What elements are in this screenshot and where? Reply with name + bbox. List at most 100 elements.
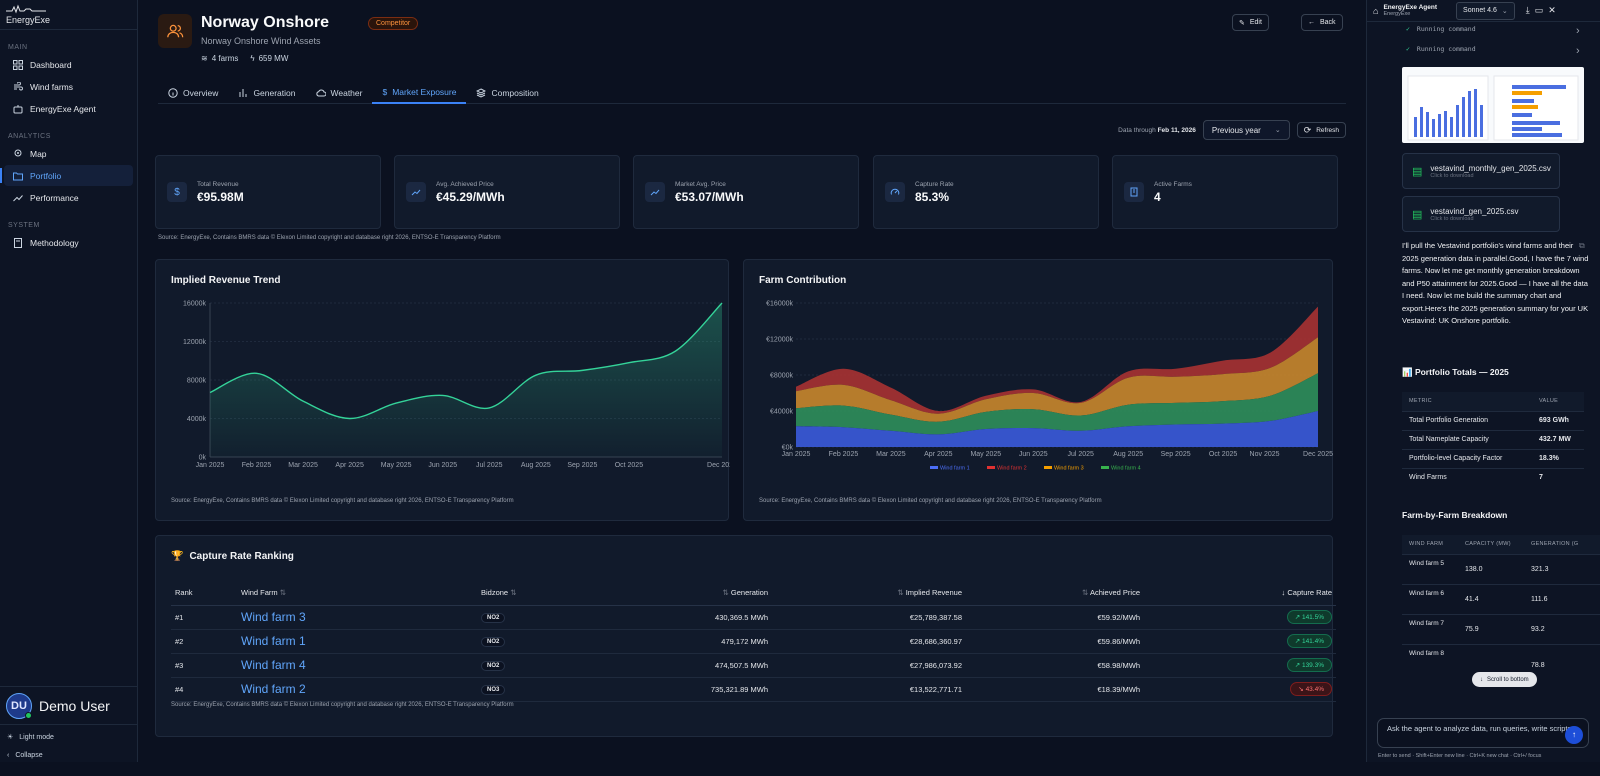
series-area-wind-farm-3[interactable] [796, 337, 1318, 422]
col-generation[interactable]: ⇅ Generation [611, 581, 768, 606]
series-area-wind-farm-1[interactable] [796, 411, 1318, 447]
x-tick-label: Jul 2025 [476, 462, 503, 469]
capacity-cell: 75.9 [1458, 613, 1524, 644]
trend-up-icon: ↗ [1294, 662, 1301, 669]
wind-farm-link[interactable]: Wind farm 4 [241, 658, 306, 672]
tab-composition[interactable]: Composition [466, 82, 548, 104]
capture-rate-ranking-card: 🏆 Capture Rate Ranking Rank Wind Farm ⇅ B… [155, 535, 1336, 737]
ranking-title-text: Capture Rate Ranking [189, 551, 294, 562]
x-tick-label: Jul 2025 [1067, 451, 1094, 458]
agent-chat-input[interactable]: Ask the agent to analyze data, run queri… [1377, 718, 1589, 748]
agent-message: I'll pull the Vestavind portfolio's wind… [1402, 241, 1589, 325]
file-spreadsheet-icon: ▤ [1412, 208, 1423, 221]
data-through: Data through Feb 11, 2026 [1118, 127, 1196, 134]
y-tick-label: €8000k [770, 373, 793, 380]
achieved-price-cell: €59.86/MWh [962, 629, 1140, 654]
file-subtitle: Click to download [1430, 172, 1474, 179]
legend-label[interactable]: Wind farm 1 [940, 466, 970, 472]
col-wind-farm: WIND FARM [1402, 535, 1458, 554]
command-status: ✓ Running command [1406, 45, 1476, 53]
legend-label[interactable]: Wind farm 4 [1111, 466, 1141, 472]
send-button[interactable]: ↑ [1565, 726, 1583, 744]
light-mode-toggle[interactable]: ☀ Light mode [0, 728, 138, 746]
chevron-left-icon: ‹ [7, 751, 10, 759]
edit-button[interactable]: ✎ Edit [1232, 14, 1269, 31]
tab-overview[interactable]: Overview [158, 82, 228, 104]
kpi-avg-achieved-price: Avg. Achieved Price €45.29/MWh [394, 155, 620, 229]
legend-label[interactable]: Wind farm 2 [997, 466, 1027, 472]
sidebar-item-map[interactable]: Map [4, 143, 133, 164]
app-logo[interactable]: EnergyExe [0, 0, 137, 30]
refresh-button[interactable]: ⟳ Refresh [1296, 122, 1346, 138]
x-tick-label: Oct 2025 [1209, 451, 1238, 458]
chat-history-icon[interactable]: ▭ [1534, 5, 1544, 15]
collapse-button[interactable]: ‹ Collapse [0, 746, 138, 764]
table-row[interactable]: #4 Wind farm 2 NO3 735,321.89 MWh €13,522,77… [171, 677, 1336, 702]
bidzone-cell: NO2 [481, 605, 611, 630]
file-name: vestavind_gen_2025.csv [1430, 206, 1519, 216]
sidebar-item-dashboard[interactable]: Dashboard [4, 54, 133, 75]
tab-generation[interactable]: Generation [228, 82, 305, 104]
building-icon [1124, 182, 1144, 202]
chevron-right-icon[interactable]: › [1576, 25, 1580, 37]
farm-cell: Wind farm 7 [1402, 613, 1458, 644]
user-profile[interactable]: DU Demo User [0, 686, 138, 724]
table-row[interactable]: #1 Wind farm 3 NO2 430,369.5 MWh €25,789,387… [171, 605, 1336, 630]
kpi-label: Market Avg. Price [675, 180, 726, 188]
tab-bar: Overview Generation Weather $ Market Expo… [158, 82, 1346, 104]
download-icon[interactable]: ⤓ [1525, 5, 1530, 15]
back-button[interactable]: ← Back [1301, 14, 1343, 31]
wind-farm-link[interactable]: Wind farm 1 [241, 634, 306, 648]
col-implied-revenue[interactable]: ⇅ Implied Revenue [768, 581, 962, 606]
col-bidzone[interactable]: Bidzone ⇅ [481, 581, 611, 606]
period-select[interactable]: Previous year ⌄ [1202, 120, 1290, 140]
bidzone-badge: NO2 [481, 660, 506, 671]
col-achieved-price[interactable]: ⇅ Achieved Price [962, 581, 1140, 606]
x-tick-label: May 2025 [970, 451, 1001, 458]
capture-rate-badge: ↗ 139.3% [1286, 658, 1332, 672]
col-capture-rate[interactable]: ↓ Capture Rate [1140, 581, 1336, 606]
wind-farm-cell: Wind farm 3 [241, 605, 481, 630]
sidebar-item-agent[interactable]: EnergyExe Agent [4, 98, 133, 119]
info-icon [168, 88, 178, 98]
scroll-to-bottom-button[interactable]: ↓ Scroll to bottom [1472, 672, 1537, 687]
csv-file-download[interactable]: ▤ vestavind_monthly_gen_2025.csv Click to… [1402, 153, 1560, 189]
copy-icon[interactable]: ⧉ [1579, 241, 1585, 250]
sidebar-item-label: Methodology [30, 237, 79, 248]
agent-panel: ⌂ EnergyExe Agent EnergyExe Sonnet 4.6 ⌄ ⤓… [1366, 0, 1600, 762]
table-row[interactable]: #2 Wind farm 1 NO2 479,172 MWh €28,686,360.9… [171, 629, 1336, 654]
arrow-down-icon: ↓ [1480, 676, 1483, 683]
tab-weather[interactable]: Weather [306, 82, 373, 104]
kpi-source-note: Source: EnergyExe, Contains BMRS data © … [158, 235, 501, 241]
close-icon[interactable]: ✕ [1548, 5, 1556, 15]
wind-farm-link[interactable]: Wind farm 2 [241, 682, 306, 696]
farm-count: ≋ 4 farms [201, 54, 238, 63]
agent-org: EnergyExe [1383, 11, 1411, 17]
x-tick-label: May 2025 [381, 462, 412, 469]
portfolio-totals-table: METRIC VALUE Total Portfolio Generation 69… [1402, 392, 1584, 487]
generation-cell: 321.3 [1524, 553, 1600, 584]
achieved-price-cell: €59.92/MWh [962, 605, 1140, 630]
kpi-active-farms: Active Farms 4 [1112, 155, 1338, 229]
wind-farm-link[interactable]: Wind farm 3 [241, 610, 306, 624]
wind-farm-cell: Wind farm 2 [241, 677, 481, 702]
sidebar-item-performance[interactable]: Performance [4, 187, 133, 208]
model-select[interactable]: Sonnet 4.6 ⌄ [1456, 1, 1515, 20]
page-subtitle: Norway Onshore Wind Assets [201, 36, 321, 46]
x-tick-label: Nov 2025 [1250, 451, 1280, 458]
sidebar-item-label: EnergyExe Agent [30, 103, 96, 114]
legend-label[interactable]: Wind farm 3 [1054, 466, 1084, 472]
series-area-wind-farm-4[interactable] [796, 373, 1318, 435]
sidebar-item-wind-farms[interactable]: Wind farms [4, 76, 133, 97]
sidebar-item-portfolio[interactable]: Portfolio [0, 165, 133, 186]
chart-image-thumbnail[interactable] [1402, 67, 1584, 143]
chevron-right-icon[interactable]: › [1576, 45, 1580, 57]
rank-cell: #4 [171, 677, 241, 702]
table-row[interactable]: #3 Wind farm 4 NO2 474,507.5 MWh €27,986,073… [171, 653, 1336, 678]
tab-market-exposure[interactable]: $ Market Exposure [372, 82, 467, 104]
sidebar-item-methodology[interactable]: Methodology [4, 232, 133, 253]
capture-rate-badge: ↘ 43.4% [1290, 682, 1332, 696]
csv-file-download[interactable]: ▤ vestavind_gen_2025.csv Click to downloa… [1402, 196, 1560, 232]
col-wind-farm[interactable]: Wind Farm ⇅ [241, 581, 481, 606]
agent-title: EnergyExe Agent [1383, 4, 1438, 11]
